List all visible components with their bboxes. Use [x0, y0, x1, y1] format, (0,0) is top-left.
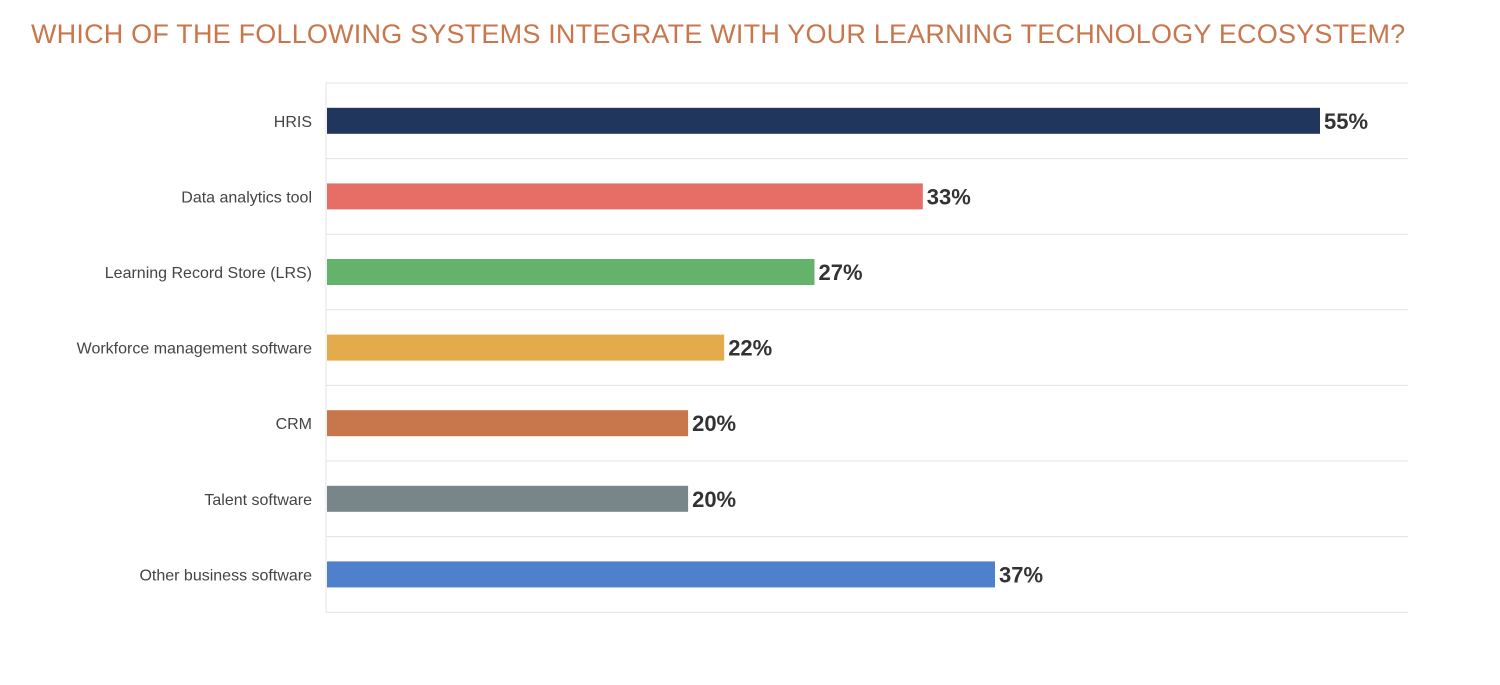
category-label: CRM — [276, 416, 312, 433]
bar-5 — [327, 485, 689, 512]
value-label: 37% — [999, 562, 1043, 587]
bar-1 — [327, 183, 923, 210]
category-labels: HRIS Data analytics tool Learning Record S… — [77, 114, 312, 585]
value-label: 27% — [818, 260, 862, 285]
bar-3 — [327, 334, 725, 361]
value-label: 20% — [692, 411, 736, 436]
category-label: Learning Record Store (LRS) — [105, 265, 312, 282]
value-label: 33% — [927, 184, 971, 209]
category-label: Other business software — [139, 567, 312, 584]
category-label: Workforce management software — [77, 341, 312, 358]
value-label: 22% — [728, 336, 772, 361]
category-label: Talent software — [204, 492, 312, 509]
bar-6 — [327, 561, 996, 588]
category-label: Data analytics tool — [181, 189, 312, 206]
value-label: 20% — [692, 487, 736, 512]
bars — [327, 107, 1320, 588]
bar-0 — [327, 107, 1320, 134]
bar-2 — [327, 259, 815, 285]
chart-title: WHICH OF THE FOLLOWING SYSTEMS INTEGRATE… — [31, 19, 1406, 49]
value-label: 55% — [1324, 109, 1368, 134]
bar-4 — [327, 410, 689, 437]
grid-lines — [325, 82, 1408, 613]
value-labels: 55% 33% 27% 22% 20% 20% 37% — [692, 109, 1368, 588]
category-label: HRIS — [274, 114, 312, 131]
